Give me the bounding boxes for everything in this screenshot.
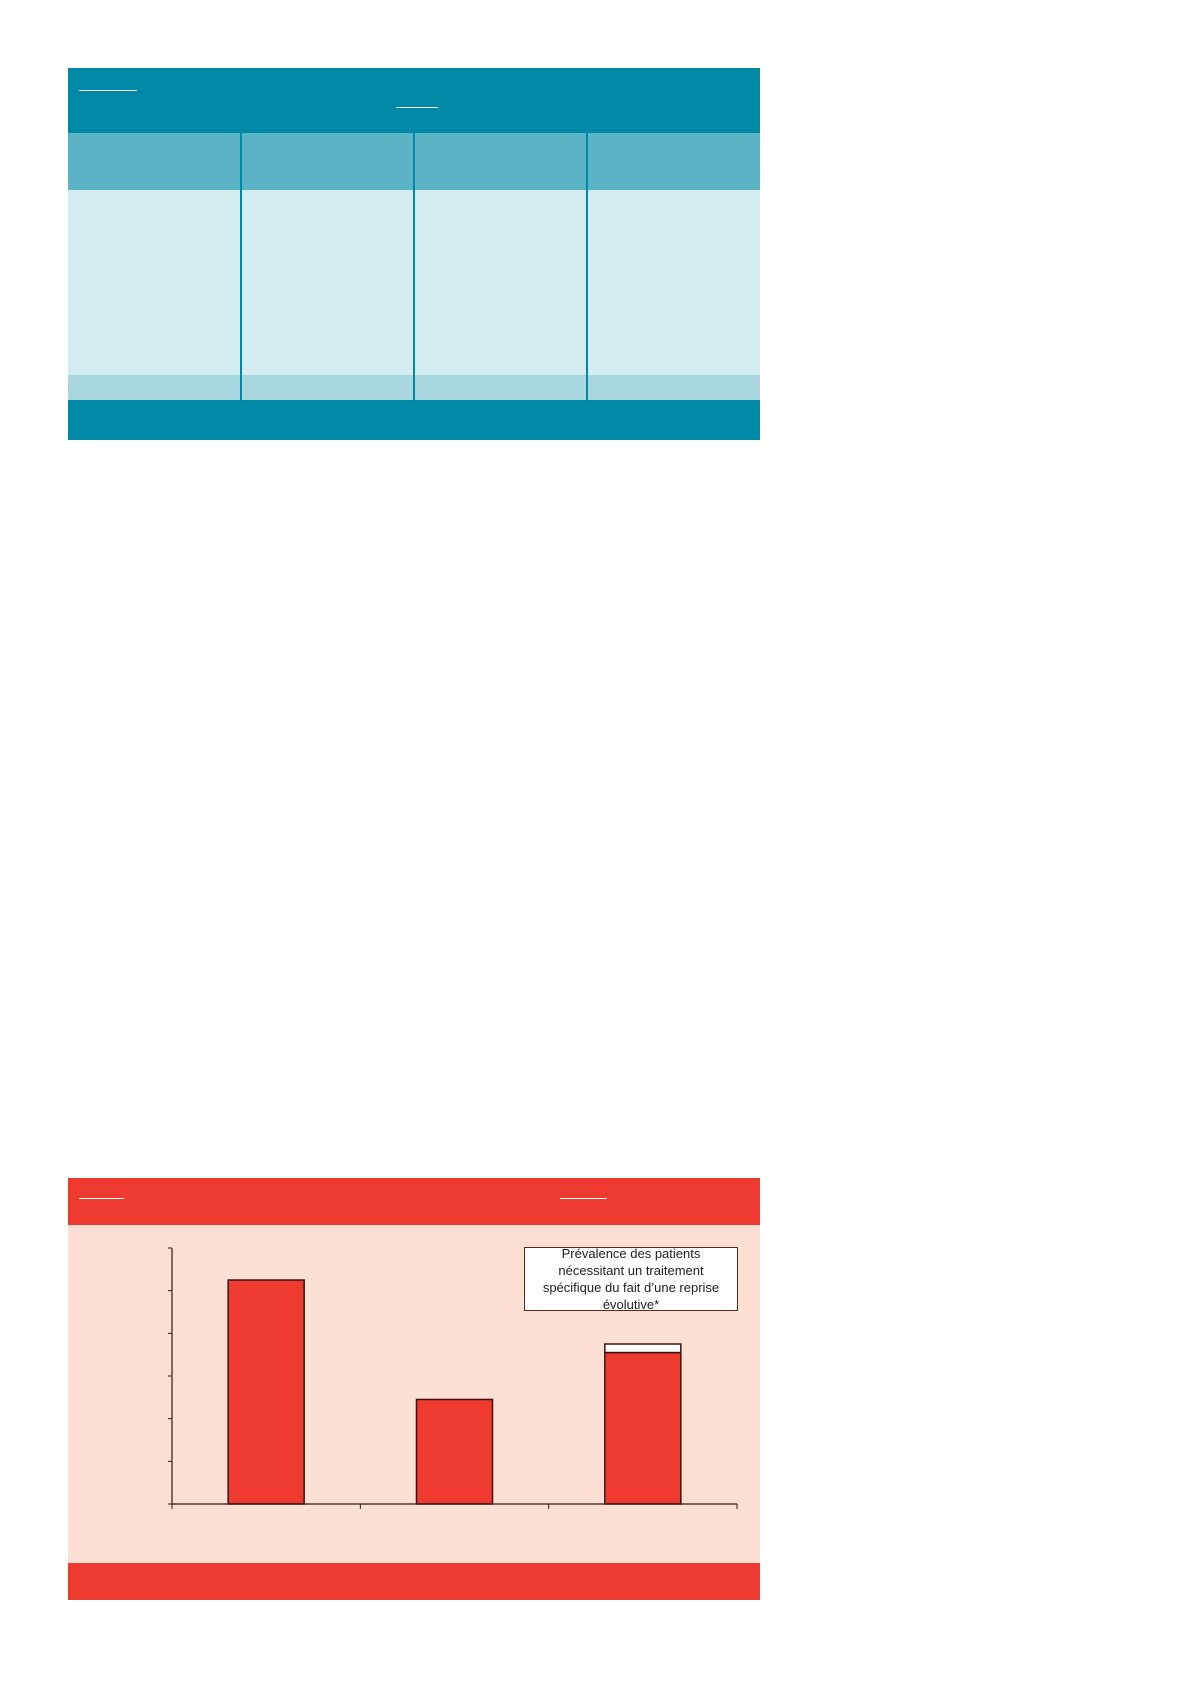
column-divider bbox=[240, 133, 242, 400]
bar bbox=[415, 1398, 494, 1505]
table-title-rule bbox=[79, 90, 137, 91]
column-divider bbox=[413, 133, 415, 400]
table-bottom-band bbox=[68, 400, 760, 440]
table-header-band bbox=[68, 68, 760, 133]
figure-title-rule bbox=[560, 1198, 607, 1199]
table-subtitle-rule bbox=[396, 107, 438, 108]
column-divider bbox=[586, 133, 588, 400]
figure-header-band bbox=[68, 1178, 760, 1225]
bar bbox=[604, 1351, 682, 1505]
figure-bottom-band bbox=[68, 1563, 760, 1600]
bar-cap bbox=[604, 1343, 682, 1354]
legend-text: Prévalence des patients nécessitant un t… bbox=[542, 1246, 720, 1312]
bar bbox=[227, 1279, 305, 1505]
chart-legend: Prévalence des patients nécessitant un t… bbox=[524, 1246, 738, 1312]
figure-title-rule bbox=[79, 1198, 124, 1199]
